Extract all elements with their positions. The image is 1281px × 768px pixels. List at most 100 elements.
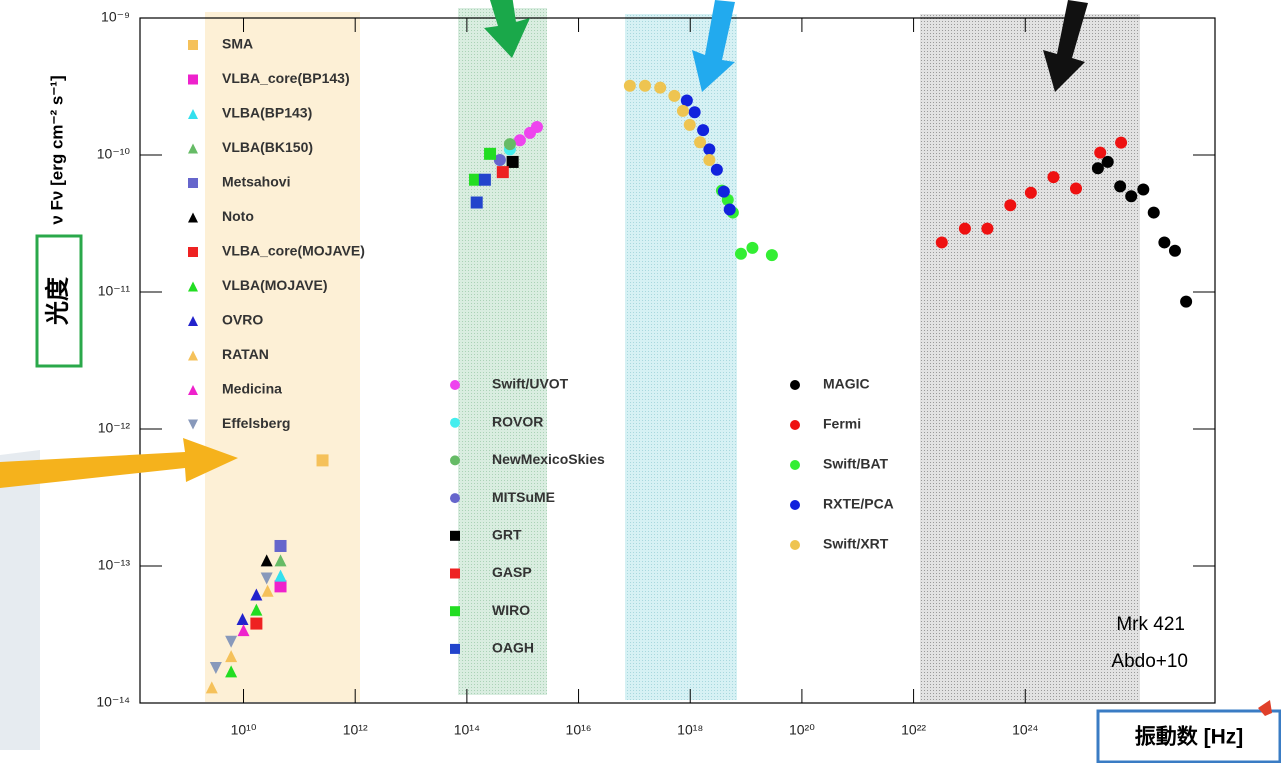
background-photo xyxy=(0,450,40,750)
data-point xyxy=(981,222,994,235)
legend-label: MITSuME xyxy=(492,489,555,505)
data-point xyxy=(1114,180,1127,193)
legend-label: Noto xyxy=(222,208,254,224)
data-point xyxy=(1094,146,1107,159)
legend-marker xyxy=(188,74,198,85)
x-axis-label: 振動数 [Hz] xyxy=(1135,726,1244,749)
legend-marker xyxy=(450,568,460,579)
data-point xyxy=(958,222,971,235)
data-point xyxy=(236,613,249,626)
plot-area: 10¹⁰ 10¹² 10¹⁴ 10¹⁶ 10¹⁸ 10²⁰ 10²² 10²⁴ 10⁻⁹ 10⁻¹… xyxy=(96,9,1215,738)
data-point xyxy=(623,79,636,92)
legend-marker xyxy=(450,643,460,654)
data-point xyxy=(746,241,759,254)
data-point xyxy=(493,153,506,166)
x-label-box xyxy=(1096,709,1281,764)
legend-marker xyxy=(790,460,800,470)
data-point xyxy=(503,138,516,151)
data-point xyxy=(710,163,723,176)
data-point xyxy=(676,104,689,117)
data-point xyxy=(250,617,263,630)
legend-label: Effelsberg xyxy=(222,415,290,431)
legend-marker xyxy=(450,606,460,617)
data-point xyxy=(654,81,667,94)
xray-band xyxy=(625,14,737,700)
data-point xyxy=(1069,182,1082,195)
data-point xyxy=(260,572,273,585)
legend-label: Swift/BAT xyxy=(823,456,889,472)
data-point xyxy=(935,236,948,249)
legend-label: VLBA(BK150) xyxy=(222,139,313,155)
data-point xyxy=(703,143,716,156)
legend-marker xyxy=(790,540,800,550)
data-point xyxy=(261,584,274,597)
data-point xyxy=(717,185,730,198)
arrow xyxy=(1043,0,1088,92)
data-point xyxy=(1125,190,1138,203)
data-point xyxy=(694,136,707,149)
legend-marker xyxy=(188,40,198,50)
plot-frame xyxy=(139,17,1216,704)
data-point xyxy=(225,635,238,648)
data-point xyxy=(639,79,652,92)
legend-label: GASP xyxy=(492,564,532,580)
data-point xyxy=(205,681,218,694)
x-tick-label: 10²⁰ xyxy=(789,722,815,738)
annotation: Mrk 421 xyxy=(1116,614,1185,635)
legend-label: VLBA_core(MOJAVE) xyxy=(222,243,365,259)
data-point xyxy=(478,173,491,186)
legend-marker xyxy=(450,380,460,390)
legend-label: RXTE/PCA xyxy=(823,496,894,512)
data-point xyxy=(209,662,222,675)
data-point xyxy=(316,454,329,467)
data-point xyxy=(274,539,287,552)
legend-marker xyxy=(188,247,198,257)
legend-label: Swift/UVOT xyxy=(492,376,569,392)
x-tick-label: 10¹⁸ xyxy=(677,722,703,738)
legend-label: NewMexicoSkies xyxy=(492,451,605,467)
decoration xyxy=(1258,700,1272,716)
data-point xyxy=(274,580,287,593)
data-point xyxy=(260,554,273,567)
legend-marker xyxy=(450,455,460,466)
data-point xyxy=(1158,236,1171,249)
y-tick-label: 10⁻¹⁰ xyxy=(97,146,131,162)
x-tick-label: 10²² xyxy=(901,722,926,738)
data-point xyxy=(680,94,693,107)
legend-marker xyxy=(188,316,198,326)
legend-marker xyxy=(188,350,198,361)
legend-marker xyxy=(450,493,460,504)
data-point xyxy=(530,121,543,134)
legend-label: MAGIC xyxy=(823,376,870,392)
legend-marker xyxy=(188,109,198,119)
data-point xyxy=(1101,155,1114,168)
data-point xyxy=(765,249,778,262)
legend-label: GRT xyxy=(492,527,522,543)
y-tick-label: 10⁻¹⁴ xyxy=(96,694,130,710)
y-annotation: 光度 xyxy=(43,276,71,326)
legend-marker xyxy=(188,178,198,188)
arrow xyxy=(692,0,735,92)
data-point xyxy=(1137,183,1150,196)
legend-label: VLBA(MOJAVE) xyxy=(222,277,328,293)
legend-marker xyxy=(188,281,198,292)
data-point xyxy=(496,166,509,179)
y-axis-label: ν Fν [erg cm⁻² s⁻¹] xyxy=(47,75,66,224)
data-point xyxy=(225,650,238,663)
data-point xyxy=(1091,162,1104,175)
legend-label: Metsahovi xyxy=(222,174,290,190)
data-point xyxy=(668,89,681,102)
legend-label: OAGH xyxy=(492,640,534,656)
arrow xyxy=(484,0,530,58)
legend-marker xyxy=(450,530,460,541)
data-point xyxy=(1168,244,1181,257)
gamma-band xyxy=(920,14,1140,702)
x-tick-label: 10²⁴ xyxy=(1012,722,1038,738)
legend-marker xyxy=(790,500,800,510)
legend-marker xyxy=(790,420,800,430)
legend-marker xyxy=(790,380,800,390)
data-point xyxy=(1147,206,1160,219)
data-point xyxy=(734,247,747,260)
data-point xyxy=(1115,136,1128,149)
